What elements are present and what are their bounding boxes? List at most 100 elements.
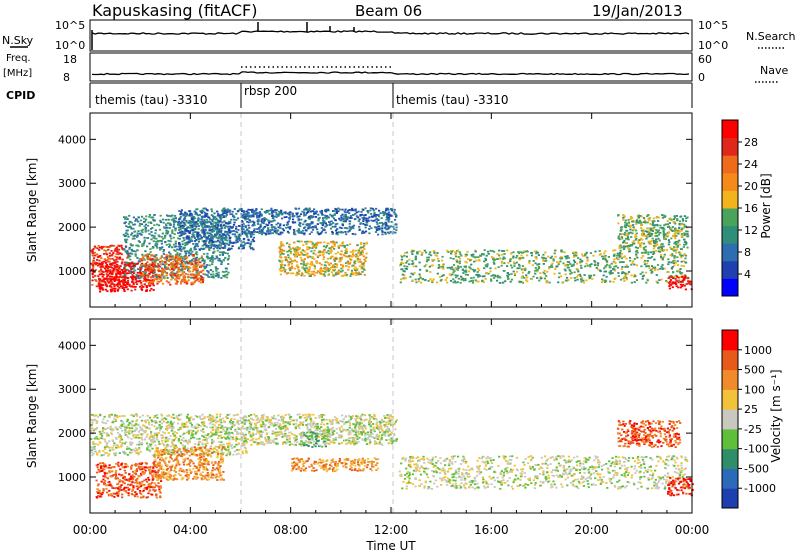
data-cell <box>98 249 101 251</box>
power-data <box>90 207 693 293</box>
data-cell <box>196 222 199 225</box>
data-cell <box>288 245 291 248</box>
data-cell <box>191 270 194 273</box>
data-cell <box>513 265 516 267</box>
data-cell <box>369 209 372 212</box>
data-cell <box>644 271 648 274</box>
data-cell <box>322 270 325 272</box>
data-cell <box>368 216 371 219</box>
data-cell <box>642 217 646 219</box>
data-cell <box>227 234 231 237</box>
data-cell <box>319 210 322 213</box>
data-cell <box>195 213 198 216</box>
data-cell <box>642 242 646 245</box>
data-cell <box>635 264 638 267</box>
data-cell <box>134 288 137 291</box>
data-cell <box>492 261 495 264</box>
data-cell <box>217 212 220 215</box>
data-cell <box>328 221 331 223</box>
data-cell <box>324 214 327 217</box>
data-cell <box>329 266 333 269</box>
data-cell <box>351 225 354 228</box>
data-cell <box>474 250 477 253</box>
data-cell <box>358 225 361 228</box>
data-cell <box>681 285 684 288</box>
data-cell <box>159 221 162 223</box>
data-cell <box>371 220 374 222</box>
data-cell <box>662 230 665 232</box>
data-cell <box>345 273 349 276</box>
data-cell <box>336 233 339 236</box>
data-cell <box>361 251 364 254</box>
data-cell <box>247 217 250 220</box>
data-cell <box>203 267 206 270</box>
data-cell <box>140 259 143 262</box>
data-cell <box>185 219 188 222</box>
data-cell <box>198 214 202 216</box>
data-cell <box>183 213 186 216</box>
data-cell <box>279 231 282 234</box>
data-cell <box>648 242 651 245</box>
data-cell <box>680 254 683 257</box>
data-cell <box>316 231 319 233</box>
data-cell <box>146 268 149 271</box>
data-cell <box>206 264 209 266</box>
data-cell <box>284 258 288 261</box>
data-cell <box>420 253 423 256</box>
data-cell <box>329 247 332 249</box>
data-cell <box>115 276 118 278</box>
data-cell <box>223 275 226 278</box>
data-cell <box>154 254 157 257</box>
data-cell <box>427 259 430 261</box>
data-cell <box>625 264 628 267</box>
data-cell <box>215 270 218 272</box>
data-cell <box>234 241 237 244</box>
data-cell <box>564 264 567 267</box>
data-cell <box>147 221 150 224</box>
data-cell <box>359 254 362 256</box>
data-cell <box>144 229 147 232</box>
data-cell <box>194 213 197 215</box>
data-cell <box>166 231 169 234</box>
data-cell <box>333 248 336 250</box>
data-cell <box>474 279 477 282</box>
data-cell <box>513 272 516 275</box>
data-cell <box>148 265 151 268</box>
data-cell <box>272 209 275 212</box>
data-cell <box>470 263 473 266</box>
data-cell <box>453 270 456 272</box>
data-cell <box>636 256 639 259</box>
data-cell <box>156 274 159 277</box>
data-cell <box>355 253 358 256</box>
data-cell <box>230 218 233 221</box>
data-cell <box>332 269 335 271</box>
data-cell <box>148 233 151 235</box>
data-cell <box>659 267 662 270</box>
data-cell <box>415 265 418 268</box>
data-cell <box>421 252 424 255</box>
data-cell <box>311 273 315 275</box>
data-cell <box>192 220 195 222</box>
data-cell <box>139 279 142 282</box>
data-cell <box>283 249 286 252</box>
data-cell <box>171 263 174 265</box>
data-cell <box>120 276 123 279</box>
data-cell <box>194 279 197 282</box>
data-cell <box>116 289 119 292</box>
data-cell <box>98 262 101 265</box>
data-cell <box>106 432 109 435</box>
data-cell <box>279 246 282 248</box>
data-cell <box>664 215 667 218</box>
data-cell <box>300 232 303 234</box>
data-cell <box>141 253 144 256</box>
data-cell <box>153 224 156 227</box>
data-cell <box>652 266 655 269</box>
data-cell <box>106 258 109 261</box>
data-cell <box>636 251 639 254</box>
data-cell <box>286 260 290 263</box>
data-cell <box>300 252 303 254</box>
data-cell <box>684 233 687 235</box>
data-cell <box>193 237 197 240</box>
data-cell <box>601 278 604 281</box>
data-cell <box>341 224 344 227</box>
